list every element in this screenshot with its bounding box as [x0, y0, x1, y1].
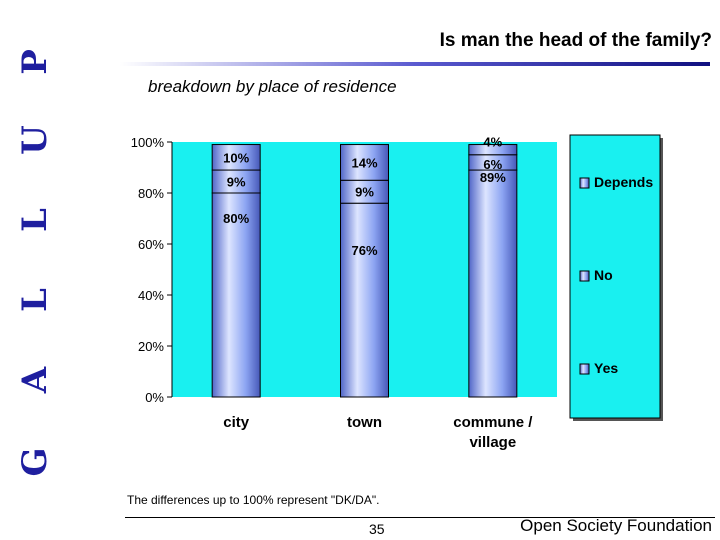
legend-label-yes: Yes: [594, 360, 618, 376]
y-tick-label: 100%: [131, 135, 165, 150]
data-label: 89%: [480, 170, 506, 185]
legend-swatch: [579, 177, 590, 189]
legend-label-depends: Depends: [594, 174, 653, 190]
logo-letter: L: [15, 288, 55, 312]
stacked-bar-chart: 0% 20% 40% 60% 80% 100% city town commune / villa…: [131, 134, 663, 451]
legend-swatch: [579, 363, 590, 375]
footnote: The differences up to 100% represent "DK…: [127, 493, 380, 507]
y-tick-label: 20%: [138, 339, 164, 354]
data-label: 6%: [483, 157, 502, 172]
y-tick-label: 0%: [145, 390, 164, 405]
data-label: 14%: [351, 155, 377, 170]
logo-letter: A: [15, 366, 55, 394]
legend-swatch: [579, 270, 590, 282]
y-tick-label: 80%: [138, 186, 164, 201]
x-category-label: village: [469, 434, 516, 451]
logo-letter: U: [15, 125, 55, 155]
data-label: 9%: [355, 185, 374, 200]
data-label: 10%: [223, 150, 249, 165]
x-category-label: commune /: [453, 414, 533, 431]
page-number: 35: [369, 521, 385, 537]
legend-label-no: No: [594, 267, 613, 283]
footer-organization: Open Society Foundation: [520, 516, 712, 535]
logo-letter: P: [15, 49, 55, 75]
slide-subtitle: breakdown by place of residence: [148, 77, 397, 96]
data-label: 4%: [483, 135, 502, 150]
gallup-logo: G A L L U P: [15, 49, 55, 476]
bar-segment-yes: [340, 202, 389, 398]
x-category-label: city: [223, 414, 250, 431]
bar-segment-depends: [340, 144, 389, 181]
x-category-label: town: [347, 414, 382, 431]
y-tick-label: 60%: [138, 237, 164, 252]
y-tick-label: 40%: [138, 288, 164, 303]
title-rule: [120, 62, 710, 66]
footer-rule: [125, 517, 715, 518]
logo-letter: L: [15, 208, 55, 232]
data-label: 76%: [351, 243, 377, 258]
bar-segment-depends: [468, 144, 518, 156]
slide-title: Is man the head of the family?: [439, 30, 712, 51]
data-label: 80%: [223, 211, 249, 226]
logo-letter: G: [15, 447, 55, 476]
bar-segment-yes: [468, 169, 518, 398]
data-label: 9%: [227, 175, 246, 190]
bar-segment-depends: [211, 144, 261, 171]
